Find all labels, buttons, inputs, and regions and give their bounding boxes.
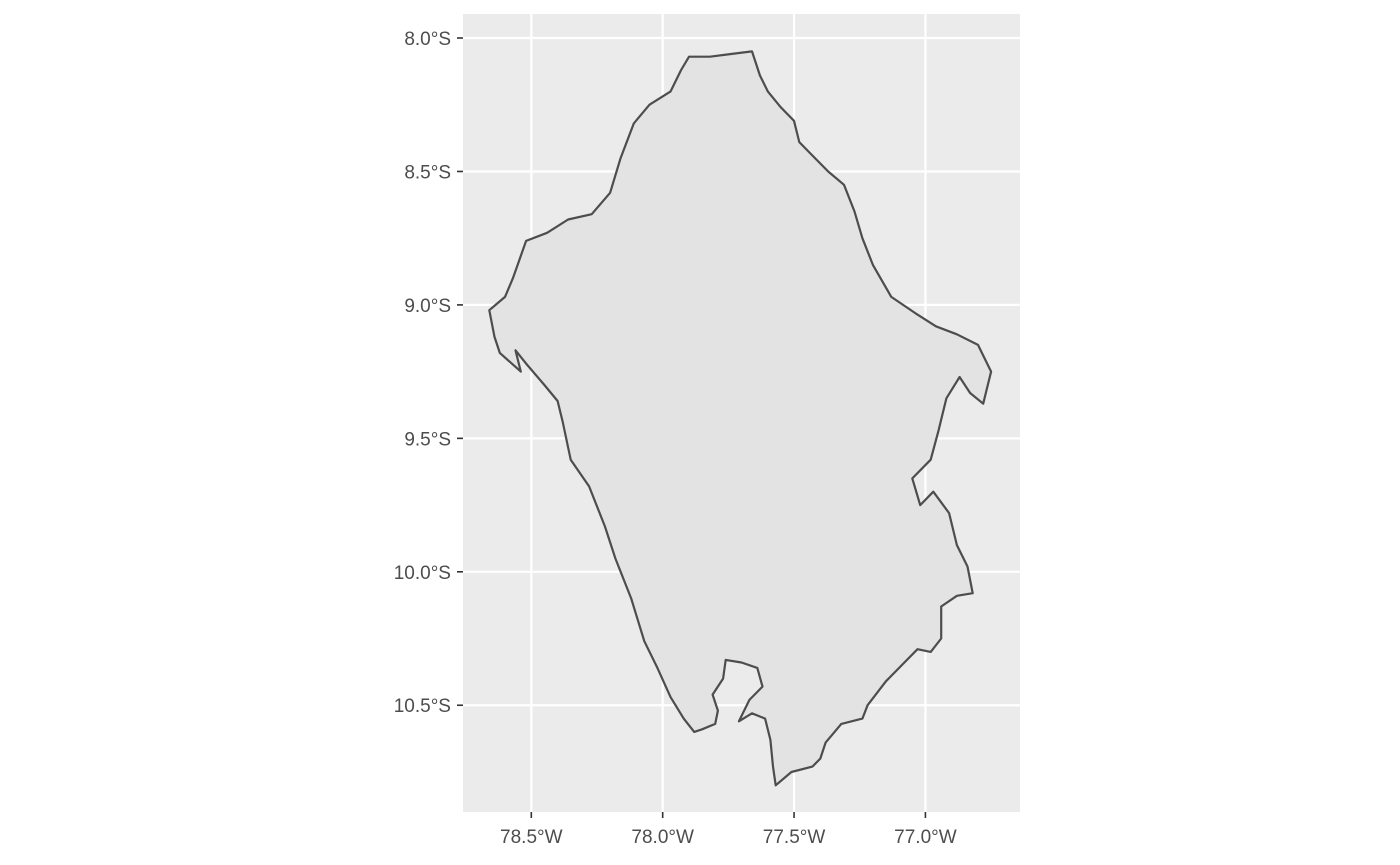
y-tick-label: 9.0°S <box>404 296 451 317</box>
y-tick-label: 8.0°S <box>404 29 451 50</box>
x-tick-label: 78.0°W <box>631 827 694 848</box>
y-tick-label: 10.0°S <box>394 563 451 584</box>
x-tick-label: 77.5°W <box>763 827 826 848</box>
x-tick-label: 78.5°W <box>500 827 563 848</box>
y-tick-label: 10.5°S <box>394 696 451 717</box>
y-axis: 8.0°S 8.5°S 9.0°S 9.5°S 10.0°S 10.5°S <box>394 29 463 717</box>
y-tick-label: 8.5°S <box>404 162 451 183</box>
region-boundary <box>488 50 993 787</box>
x-tick-label: 77.0°W <box>894 827 957 848</box>
x-axis: 78.5°W 78.0°W 77.5°W 77.0°W <box>500 812 957 848</box>
y-tick-label: 9.5°S <box>404 429 451 450</box>
